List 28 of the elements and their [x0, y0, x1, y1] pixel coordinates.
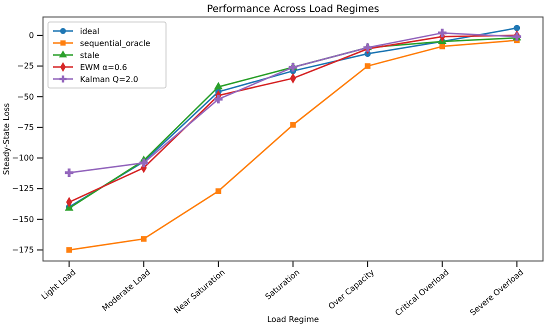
point — [364, 63, 370, 69]
legend-label: stale — [80, 51, 100, 60]
point — [514, 24, 520, 32]
point — [216, 188, 222, 194]
y-tick-label: −175 — [12, 246, 34, 255]
y-tick-label: −25 — [17, 62, 34, 71]
legend-label: Kalman Q=2.0 — [80, 75, 138, 84]
point — [438, 28, 446, 38]
legend-label: ideal — [80, 27, 100, 36]
y-tick-label: 0 — [28, 30, 34, 40]
point — [64, 168, 74, 177]
point — [66, 247, 72, 253]
y-tick-label: −100 — [12, 154, 34, 163]
x-axis-title: Load Regime — [267, 315, 320, 324]
y-axis-title: Steady-State Loss — [2, 103, 11, 175]
point — [214, 94, 223, 104]
legend-label: EWM α=0.6 — [80, 63, 128, 72]
point — [290, 122, 296, 128]
point — [140, 158, 148, 168]
point — [439, 44, 446, 50]
chart-title: Performance Across Load Regimes — [206, 4, 380, 15]
y-tick-label: −50 — [17, 92, 34, 102]
y-tick-label: −75 — [17, 122, 34, 132]
y-tick-label: −125 — [12, 184, 34, 194]
point — [140, 236, 147, 242]
point — [214, 82, 223, 90]
y-tick-label: −150 — [12, 214, 34, 224]
legend-label: sequential_oracle — [80, 39, 150, 48]
